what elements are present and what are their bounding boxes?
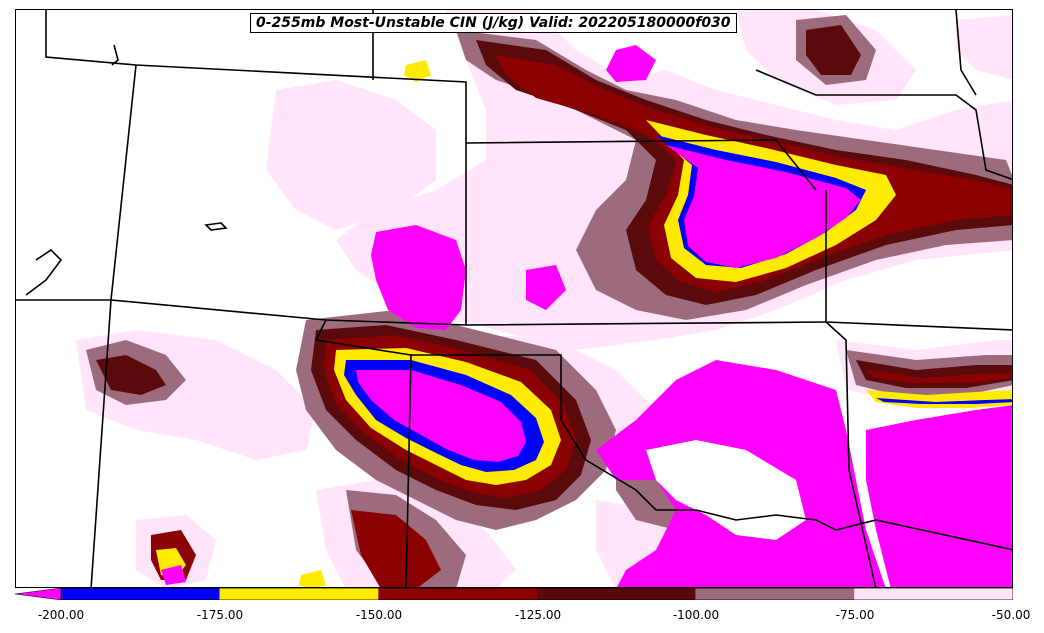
colorbar-bin <box>854 588 1013 600</box>
colorbar-tick-label: -200.00 <box>37 608 85 622</box>
colorbar-tick-label: -150.00 <box>355 608 403 622</box>
colorbar-bin <box>537 588 696 600</box>
colorbar <box>15 588 1013 600</box>
colorbar-under-triangle <box>15 588 62 600</box>
colorbar-bin <box>61 588 220 600</box>
colorbar-outline <box>60 588 1013 600</box>
cin-clear-area <box>646 440 806 540</box>
map-panel <box>15 9 1013 588</box>
colorbar-bin <box>378 588 537 600</box>
state-borders <box>16 10 1012 587</box>
map-title: 0-255mb Most-Unstable CIN (J/kg) Valid: … <box>250 13 737 33</box>
colorbar-bin <box>219 588 379 600</box>
colorbar-tick-label: -50.00 <box>991 608 1031 622</box>
cin-fill-layer <box>76 10 1012 587</box>
colorbar-tick-label: -125.00 <box>514 608 562 622</box>
colorbar-tick-label: -75.00 <box>835 608 875 622</box>
colorbar-tick-label: -100.00 <box>672 608 720 622</box>
colorbar-bin <box>695 588 855 600</box>
cin-map <box>16 10 1012 587</box>
colorbar-bins <box>61 588 1013 600</box>
colorbar-tick-label: -175.00 <box>196 608 244 622</box>
